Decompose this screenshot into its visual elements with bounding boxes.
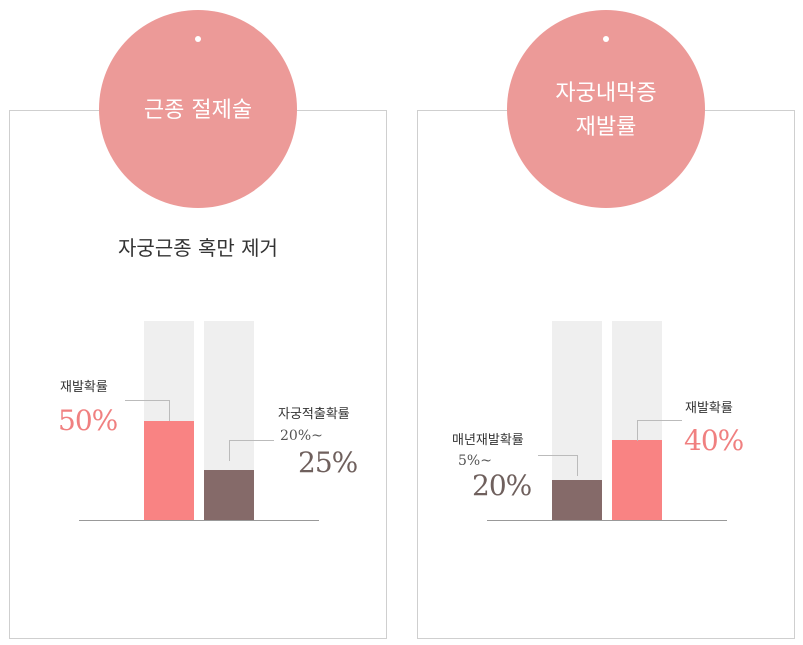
- range-label: 20%~: [280, 428, 323, 444]
- x-axis-line: [487, 520, 727, 521]
- leader-line: [538, 455, 578, 476]
- category-label: 매년재발확률: [452, 433, 524, 448]
- value-label: 20%: [472, 469, 532, 502]
- range-label: 5%~: [458, 453, 492, 469]
- category-label: 재발확률: [60, 380, 108, 395]
- badge-dot: [195, 36, 201, 42]
- bar-annual-recurrence: [552, 480, 602, 520]
- value-label: 40%: [684, 424, 744, 457]
- category-label: 자궁적출확률: [278, 407, 350, 422]
- badge-dot: [603, 36, 609, 42]
- x-axis-line: [79, 520, 319, 521]
- leader-line: [637, 420, 682, 441]
- leader-line: [125, 400, 170, 421]
- bar-hysterectomy: [204, 470, 254, 520]
- leader-line: [229, 440, 274, 461]
- bar-recurrence: [612, 440, 662, 520]
- badge-title: 자궁내막증 재발률: [555, 81, 657, 140]
- bar-recurrence: [144, 420, 194, 520]
- chart-subtitle: 자궁근종 혹만 제거: [118, 236, 278, 260]
- badge-title: 근종 절제술: [143, 98, 253, 123]
- value-label: 50%: [58, 404, 118, 437]
- value-label: 25%: [298, 446, 358, 479]
- title-badge-left: 근종 절제술: [99, 10, 297, 208]
- category-label: 재발확률: [685, 401, 733, 416]
- title-badge-right: 자궁내막증 재발률: [507, 10, 705, 208]
